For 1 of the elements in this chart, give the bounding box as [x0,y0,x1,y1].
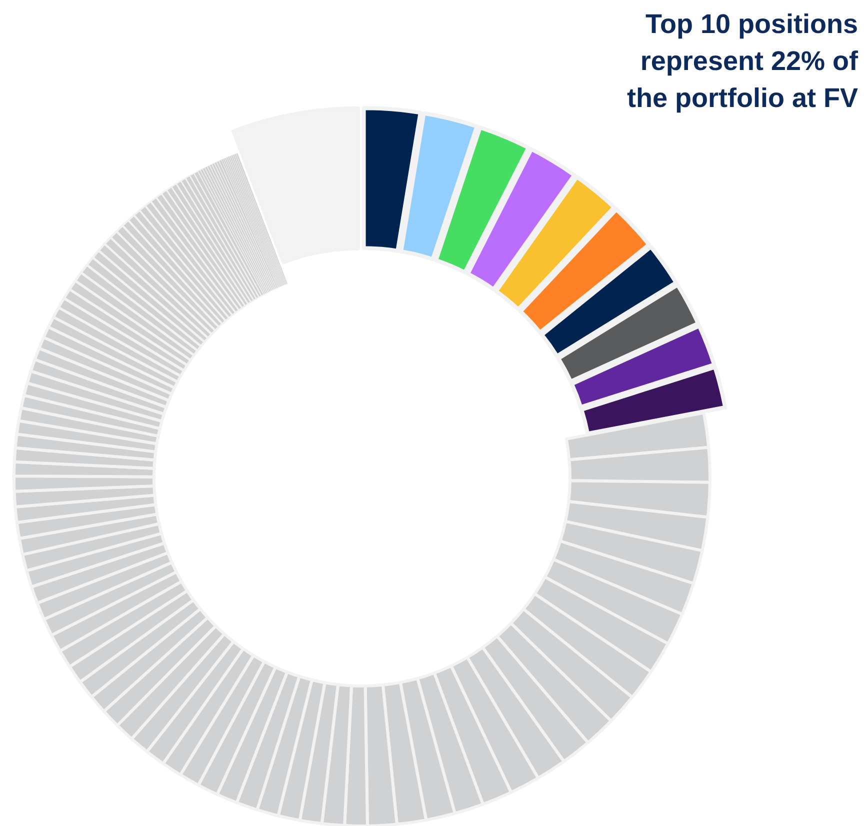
chart-title: Top 10 positions represent 22% of the portfolio at FV [627,9,859,113]
